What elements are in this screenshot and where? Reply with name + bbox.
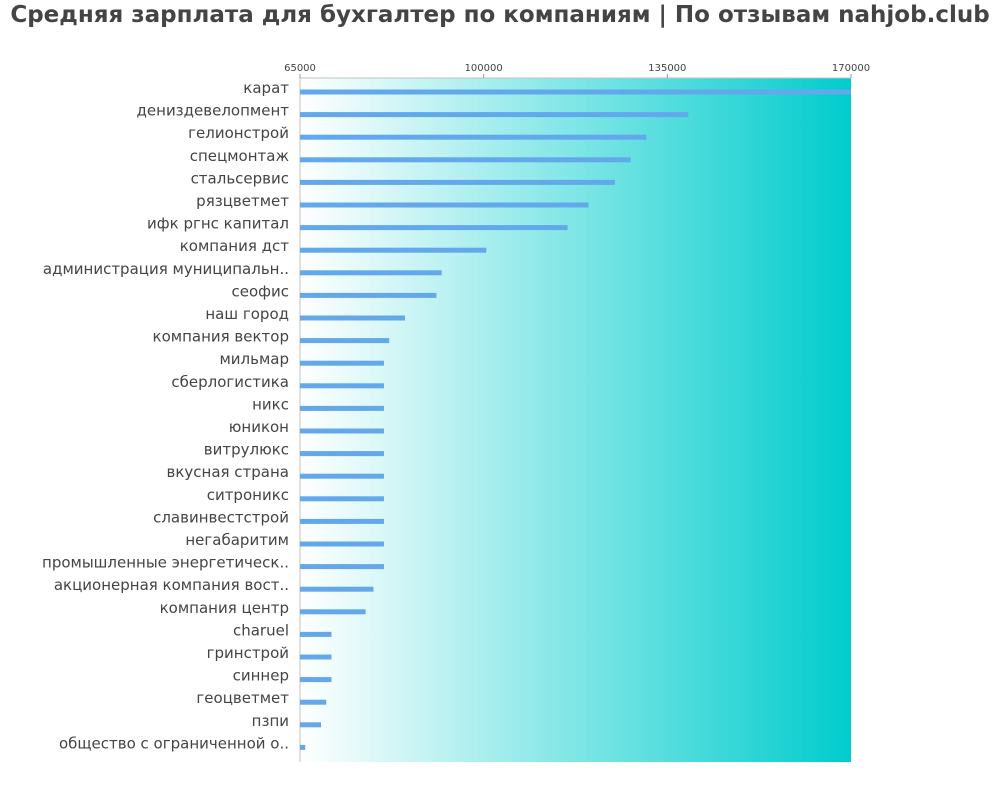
chart-title: Средняя зарплата для бухгалтер по компан… (10, 2, 990, 28)
bar[interactable] (300, 315, 405, 321)
category-label: ифк ргнс капитал (147, 215, 289, 233)
category-label: юникон (229, 418, 289, 436)
bar[interactable] (300, 744, 306, 750)
category-label: гринстрой (207, 644, 289, 662)
category-label: пзпи (252, 712, 289, 730)
category-label: компания вектор (153, 328, 289, 346)
category-label: геоцветмет (196, 689, 289, 707)
bar[interactable] (300, 383, 384, 389)
bar[interactable] (300, 699, 327, 705)
category-label: славинвестстрой (153, 508, 289, 526)
category-label: компания центр (160, 599, 289, 617)
category-label: синнер (233, 667, 289, 685)
bar[interactable] (300, 586, 374, 592)
bar[interactable] (300, 428, 384, 434)
x-tick-label: 170000 (832, 63, 870, 74)
bar[interactable] (300, 496, 384, 502)
bar[interactable] (300, 134, 647, 140)
bar[interactable] (300, 473, 384, 479)
bar[interactable] (300, 654, 332, 660)
category-label: вкусная страна (166, 463, 289, 481)
category-label: администрация муниципальн.. (43, 260, 289, 278)
category-label: наш город (205, 305, 289, 323)
bar[interactable] (300, 179, 615, 185)
category-label: charuel (233, 621, 289, 639)
bar[interactable] (300, 157, 631, 163)
bar[interactable] (300, 338, 390, 344)
bar[interactable] (300, 405, 384, 411)
bar[interactable] (300, 631, 332, 637)
plot-background (300, 78, 851, 762)
bar[interactable] (300, 518, 384, 524)
bar[interactable] (300, 225, 568, 231)
bar[interactable] (300, 247, 487, 253)
category-label: никс (252, 395, 289, 413)
bar[interactable] (300, 202, 589, 208)
category-label: промышленные энергетическ.. (42, 554, 289, 572)
bar[interactable] (300, 89, 851, 95)
category-label: стальсервис (191, 169, 289, 187)
category-label: акционерная компания вост.. (54, 576, 289, 594)
category-label: общество с ограниченной о.. (59, 734, 289, 752)
category-label: сберлогистика (171, 373, 289, 391)
category-label: сеофис (232, 282, 289, 300)
x-tick-label: 135000 (648, 63, 686, 74)
bar[interactable] (300, 609, 366, 615)
category-label: витрулюкс (204, 441, 289, 459)
bar[interactable] (300, 722, 321, 728)
bar[interactable] (300, 564, 384, 570)
category-label: спецмонтаж (190, 147, 289, 165)
bar[interactable] (300, 677, 332, 683)
bar[interactable] (300, 451, 384, 457)
category-label: мильмар (219, 350, 289, 368)
x-tick-label: 100000 (465, 63, 503, 74)
category-label: компания дст (180, 237, 290, 255)
bar[interactable] (300, 270, 442, 276)
category-label: дениздевелопмент (137, 102, 290, 120)
category-label: гелионстрой (188, 124, 289, 142)
category-label: ситроникс (207, 486, 289, 504)
x-tick-label: 65000 (284, 63, 316, 74)
category-label: рязцветмет (196, 192, 289, 210)
bar[interactable] (300, 360, 384, 366)
bar[interactable] (300, 112, 689, 118)
bar[interactable] (300, 541, 384, 547)
bar[interactable] (300, 292, 437, 298)
category-label: негабаритим (185, 531, 289, 549)
category-label: карат (243, 79, 289, 97)
